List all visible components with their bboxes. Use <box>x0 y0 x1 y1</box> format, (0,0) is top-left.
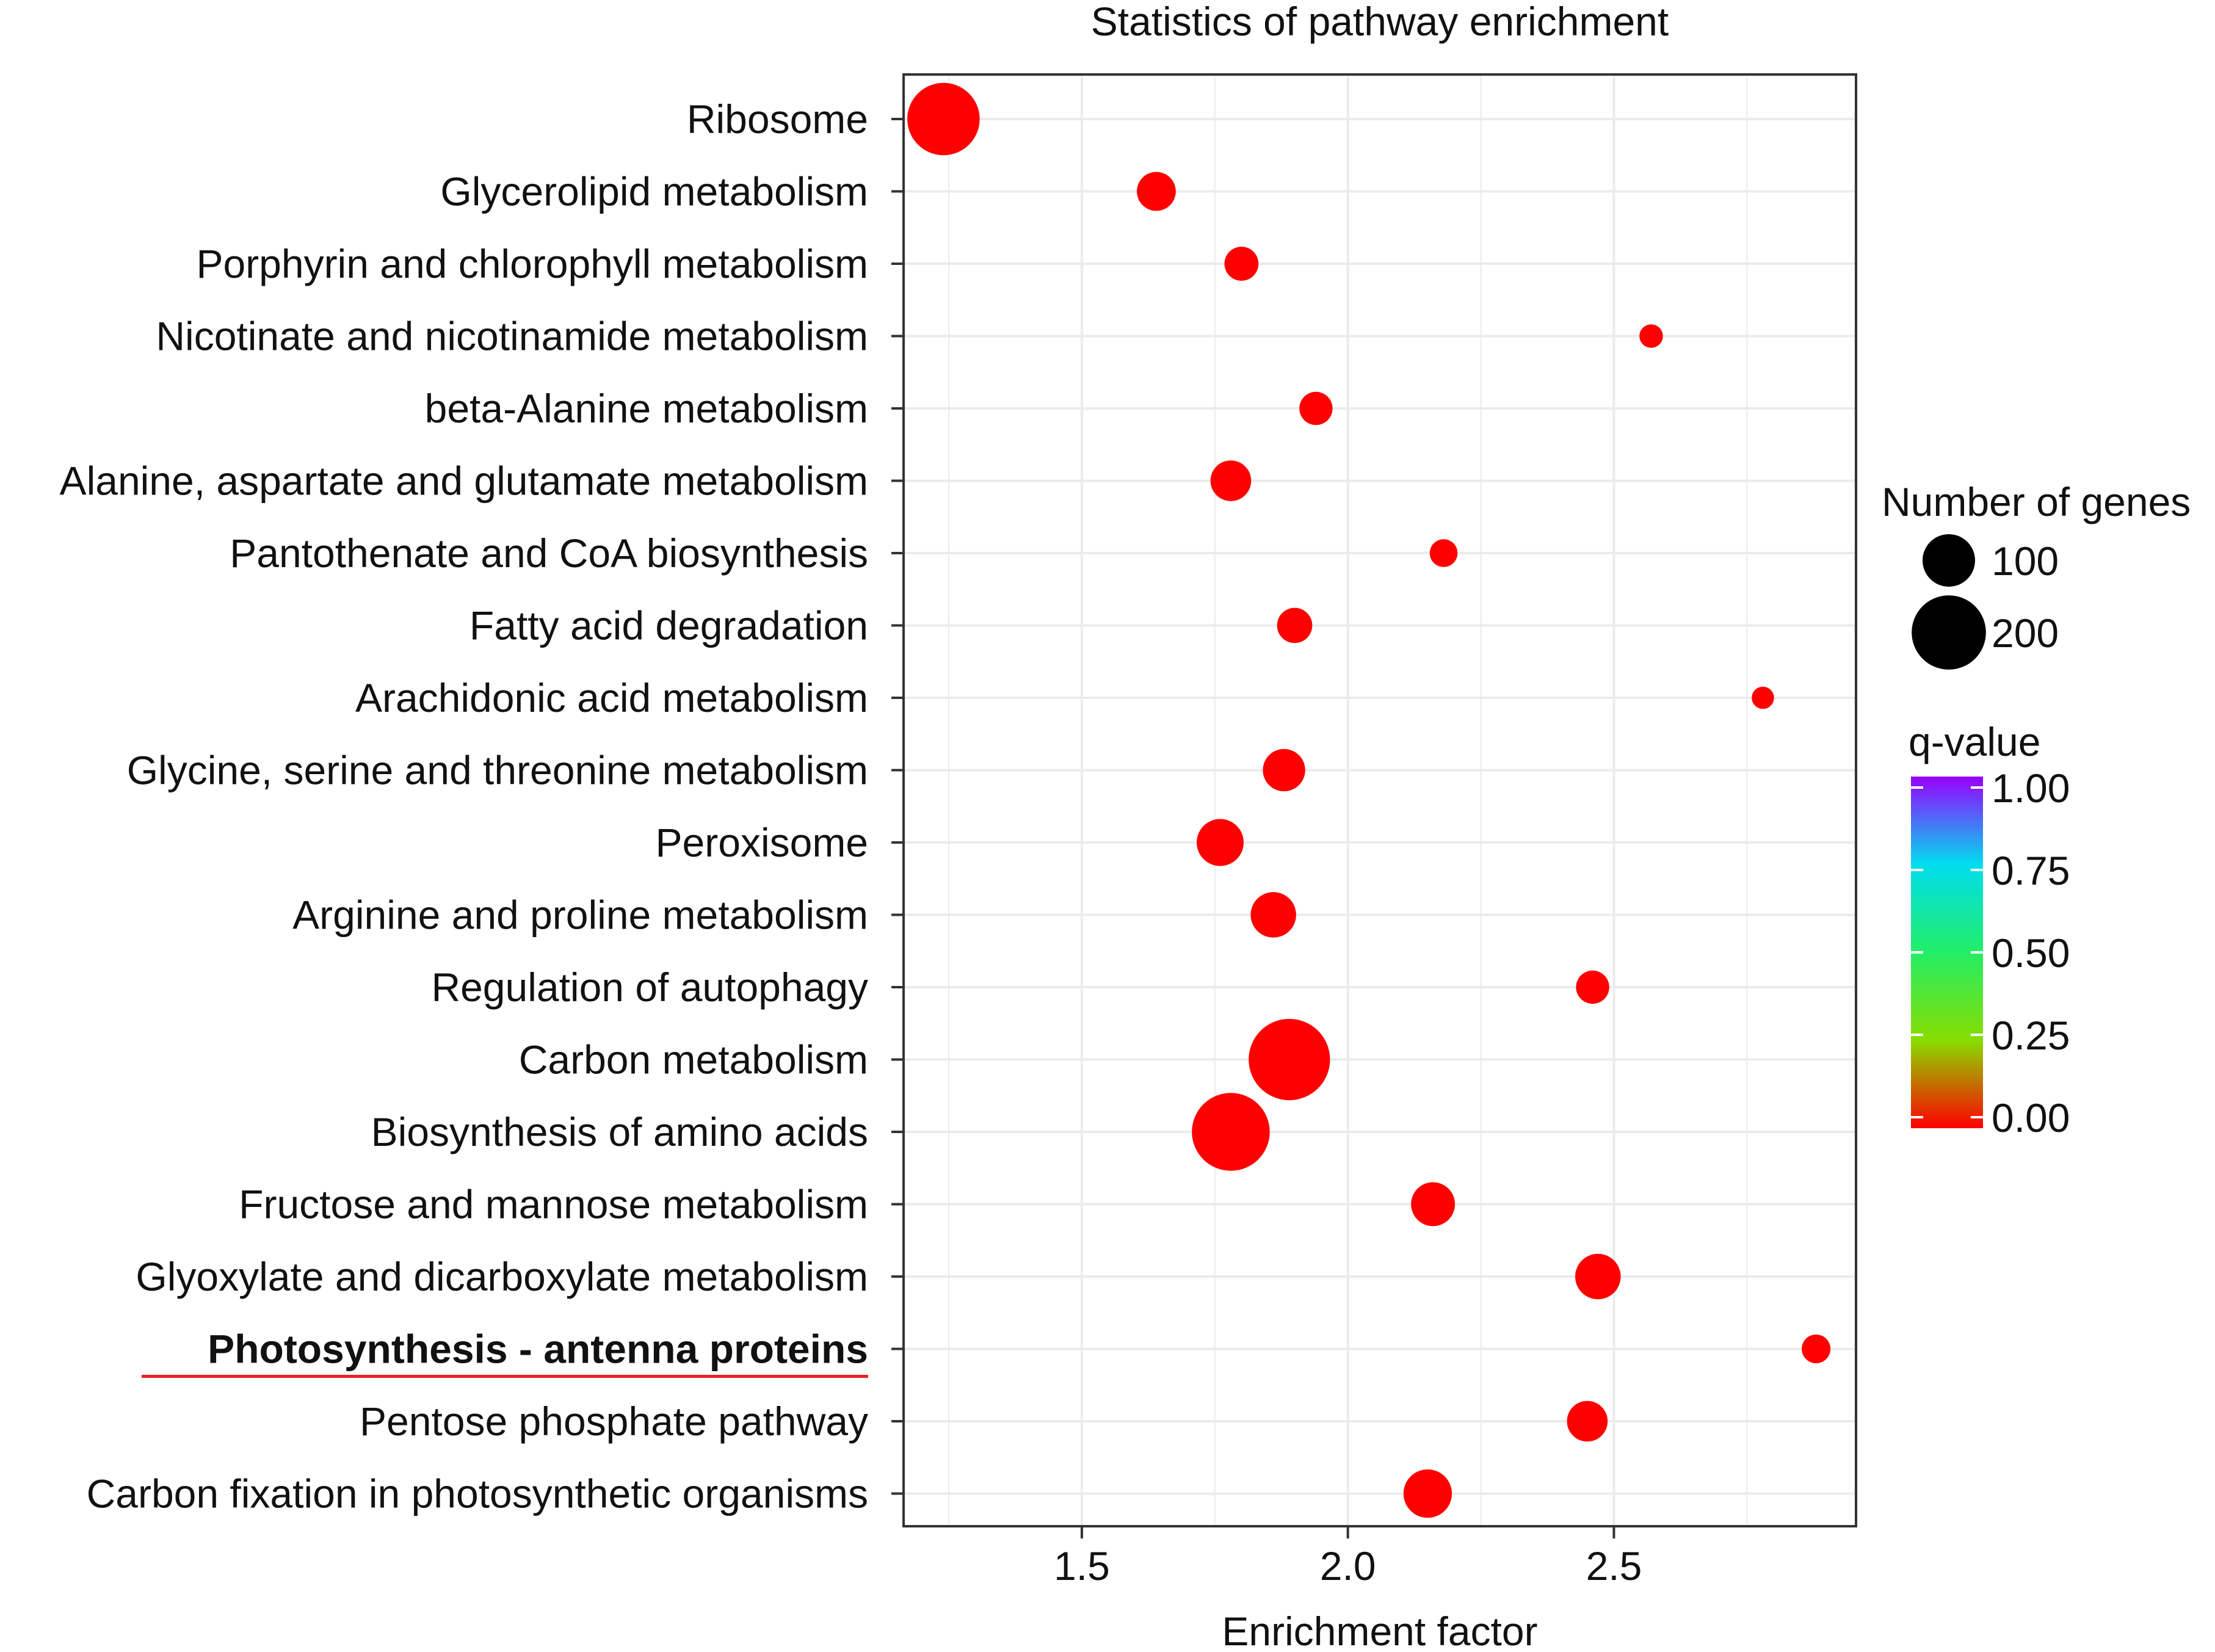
x-axis-title: Enrichment factor <box>1222 1609 1537 1652</box>
color-legend-title: q-value <box>1909 719 2040 764</box>
colorbar-tick-label: 0.00 <box>1992 1095 2070 1140</box>
category-label: Glycine, serine and threonine metabolism <box>127 748 868 793</box>
size-legend-label: 200 <box>1992 610 2059 656</box>
data-point <box>1567 1400 1608 1442</box>
colorbar-tick-label: 0.50 <box>1992 930 2070 976</box>
data-point <box>1197 819 1244 866</box>
category-label: Peroxisome <box>656 820 868 865</box>
category-label: Carbon fixation in photosynthetic organi… <box>87 1471 868 1516</box>
data-point <box>1575 1253 1621 1300</box>
x-axis: 1.5 2.0 2.5 <box>1054 1526 1642 1589</box>
colorbar-tick-label: 0.75 <box>1992 848 2070 893</box>
colorbar-tick-label: 0.25 <box>1992 1013 2070 1058</box>
category-label: Pantothenate and CoA biosynthesis <box>230 531 868 576</box>
category-label: Alanine, aspartate and glutamate metabol… <box>60 458 868 504</box>
data-point <box>1802 1334 1831 1364</box>
category-label: Porphyrin and chlorophyll metabolism <box>196 241 868 286</box>
data-point <box>1210 460 1252 501</box>
category-label: Nicotinate and nicotinamide metabolism <box>156 314 868 359</box>
color-legend: q-value 1.00 0.75 0.50 0.25 0.00 <box>1909 719 2070 1140</box>
size-legend-point <box>1912 595 1986 670</box>
data-point <box>1752 686 1774 709</box>
data-point <box>1250 892 1296 938</box>
category-label: Glyoxylate and dicarboxylate metabolism <box>136 1254 868 1299</box>
plot-frame <box>902 73 1857 1527</box>
category-label: Fructose and mannose metabolism <box>239 1182 868 1227</box>
data-point <box>1429 539 1458 567</box>
size-legend-title: Number of genes <box>1882 479 2191 524</box>
data-point <box>1277 607 1313 643</box>
x-tick-label: 1.5 <box>1054 1543 1110 1589</box>
category-label: Fatty acid degradation <box>469 603 868 648</box>
data-point <box>1224 247 1259 281</box>
category-label: Carbon metabolism <box>519 1037 868 1082</box>
size-legend-point <box>1923 534 1975 587</box>
data-point <box>1576 970 1609 1004</box>
category-label-highlighted: Photosynthesis - antenna proteins <box>208 1327 868 1372</box>
data-point <box>1299 391 1333 426</box>
chart-title: Statistics of pathway enrichment <box>1091 0 1669 44</box>
category-label: Glycerolipid metabolism <box>440 169 868 214</box>
x-tick-label: 2.5 <box>1586 1543 1642 1589</box>
category-label: Arginine and proline metabolism <box>292 893 868 938</box>
category-label: Pentose phosphate pathway <box>360 1399 868 1444</box>
colorbar-tick-label: 1.00 <box>1992 766 2070 811</box>
grid-layer <box>904 74 1856 1526</box>
data-point <box>1137 172 1176 211</box>
size-legend-label: 100 <box>1992 538 2059 584</box>
x-tick-label: 2.0 <box>1320 1543 1376 1589</box>
data-point <box>907 82 980 156</box>
category-label: Regulation of autophagy <box>431 965 868 1010</box>
size-legend: Number of genes 100 200 <box>1882 479 2191 670</box>
data-point <box>1403 1469 1452 1518</box>
category-label: beta-Alanine metabolism <box>425 386 868 431</box>
data-point <box>1249 1018 1330 1101</box>
category-label: Arachidonic acid metabolism <box>355 675 868 720</box>
point-layer <box>907 82 1831 1518</box>
category-label: Ribosome <box>687 96 868 142</box>
data-point <box>1639 324 1663 348</box>
category-label: Biosynthesis of amino acids <box>371 1109 868 1154</box>
data-point <box>1411 1182 1456 1226</box>
y-axis: Ribosome Glycerolipid metabolism Porphyrin… <box>60 96 904 1516</box>
data-point <box>1192 1093 1270 1171</box>
data-point <box>1263 748 1305 792</box>
